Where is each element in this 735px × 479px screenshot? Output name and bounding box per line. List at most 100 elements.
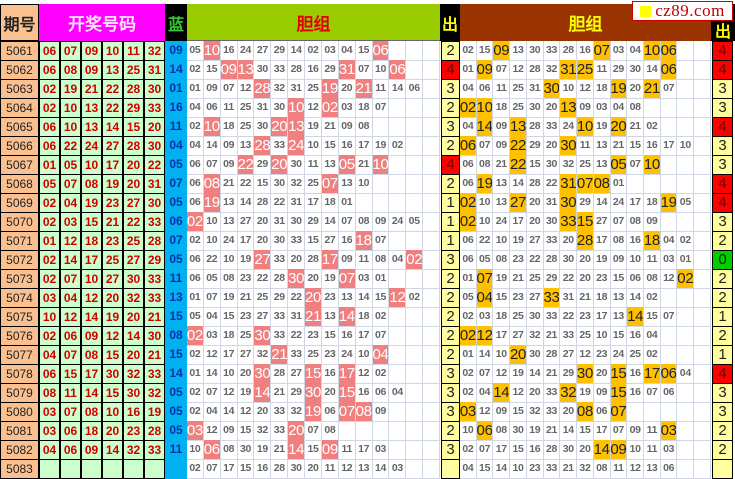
group2-number: 10 [460,421,477,441]
group2-number [660,117,678,137]
group2-number: 30 [627,60,645,80]
blue-number: 14 [165,364,187,384]
draw-number: 14 [81,307,102,327]
group2-number: 05 [677,193,695,213]
group1-number: 02 [187,345,204,365]
group1-number: 29 [305,212,322,232]
group2-number: 19 [526,421,544,441]
period-cell: 5067 [0,155,39,175]
group2-number: 15 [610,364,628,384]
draw-number: 32 [123,364,144,384]
group2-number: 20 [627,79,645,99]
group2-number: 10 [493,231,511,251]
group2-number: 22 [560,307,578,327]
period-cell: 5079 [0,383,39,403]
draw-number: 30 [144,193,165,213]
group2-number: 07 [660,307,678,327]
draw-number: 03 [39,402,60,422]
group1-number [423,231,441,251]
group1-number [406,155,424,175]
draw-number: 07 [60,174,81,194]
group2-number: 21 [627,117,645,137]
group1-number [423,41,441,61]
group2-number: 07 [610,421,628,441]
draw-number: 30 [123,383,144,403]
group1-number: 33 [288,231,306,251]
draw-number: 10 [39,307,60,327]
group2-number: 02 [644,117,661,137]
group2-number [694,231,711,251]
group1-number: 20 [271,155,289,175]
group2-number: 13 [510,41,527,61]
draw-number: 06 [39,136,60,156]
draw-number: 23 [123,421,144,441]
group1-number: 02 [406,288,424,308]
group1-number: 20 [288,250,306,270]
group2-number: 14 [627,288,645,308]
group2-number: 13 [510,117,527,137]
draw-number: 21 [81,79,102,99]
group2-number: 01 [460,345,477,365]
out2-count: 3 [712,98,733,118]
group2-number: 10 [476,193,494,213]
group2-number: 19 [493,269,511,289]
draw-number: 06 [60,440,81,460]
group1-number: 10 [355,345,373,365]
group2-number: 02 [460,41,477,61]
draw-number: 03 [39,421,60,441]
draw-number [144,459,165,479]
group2-number: 13 [593,155,611,175]
group1-number [423,250,441,270]
group2-number: 15 [476,41,494,61]
group1-number: 06 [321,402,339,422]
group2-number: 21 [543,421,561,441]
group2-number: 10 [510,459,527,479]
group1-number: 03 [389,459,407,479]
group2-number: 04 [677,364,695,384]
blue-number: 05 [165,250,187,270]
group1-number: 33 [271,307,289,327]
group1-number: 15 [372,288,390,308]
group2-number: 03 [593,98,611,118]
group1-number: 30 [288,269,306,289]
draw-number: 06 [39,41,60,61]
group1-number: 23 [321,288,339,308]
group1-number [372,117,390,137]
draw-number: 28 [123,136,144,156]
draw-number: 15 [102,345,123,365]
group1-number: 19 [237,250,255,270]
group1-number: 19 [372,136,390,156]
draw-number: 08 [39,383,60,403]
group1-number: 21 [355,155,373,175]
group2-number: 15 [610,269,628,289]
group2-number: 28 [543,250,561,270]
draw-number: 29 [144,250,165,270]
group2-number: 17 [510,212,527,232]
period-cell: 5078 [0,364,39,384]
blue-number: 05 [165,383,187,403]
group2-number: 08 [577,402,594,422]
group2-number: 31 [543,193,561,213]
group1-number: 09 [203,79,221,99]
group1-number: 05 [187,41,204,61]
group2-number: 09 [493,136,511,156]
group2-number: 32 [560,155,578,175]
group1-number: 08 [355,402,373,422]
group1-number [406,60,424,80]
group1-number: 09 [220,60,238,80]
group1-number: 24 [389,212,407,232]
group1-number: 13 [237,60,255,80]
group2-number [660,402,678,422]
group1-number: 21 [271,440,289,460]
group1-number [406,364,424,384]
group2-number: 10 [493,345,511,365]
group1-number: 15 [237,459,255,479]
group2-number [677,155,695,175]
group1-number: 31 [288,307,306,327]
group1-number: 07 [338,269,356,289]
group2-number: 29 [526,136,544,156]
group1-number: 17 [305,193,322,213]
group1-number: 03 [203,326,221,346]
blue-number: 05 [165,193,187,213]
group1-number: 19 [305,402,322,422]
